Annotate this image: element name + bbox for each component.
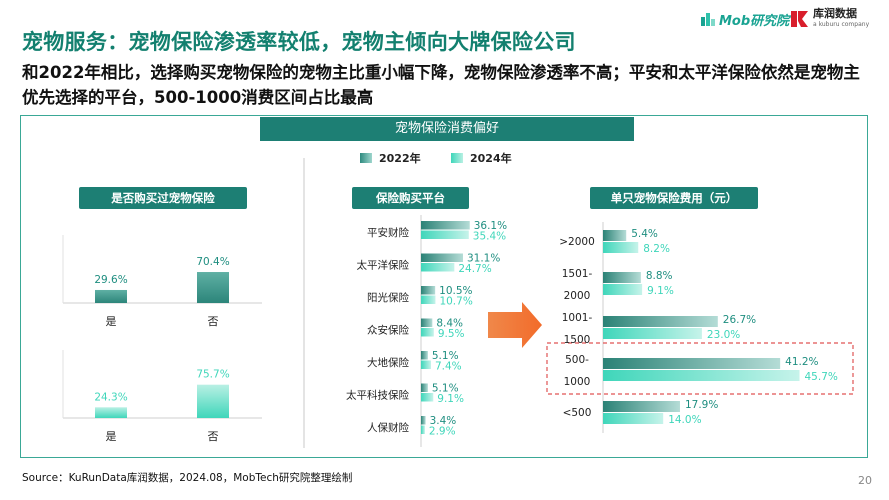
page-title: 宠物服务：宠物保险渗透率较低，宠物主倾向大牌保险公司 [22, 30, 576, 54]
kurun-logo-icon [791, 11, 808, 27]
section-header-purchased: 是否购买过宠物保险 [79, 187, 247, 209]
page-subtitle: 和2022年相比，选择购买宠物保险的宠物主比重小幅下降，宠物保险渗透率不高；平安… [22, 63, 860, 107]
kurun-logo-sub: a kuburu company [813, 21, 870, 28]
legend-label-2022: 2022年 [379, 152, 421, 165]
mob-logo: Mob研究院 [700, 6, 789, 32]
mob-logo-icon [701, 13, 715, 26]
kurun-logo-name: 库润数据 [813, 7, 857, 20]
section-header-platform: 保险购买平台 [352, 187, 469, 209]
kurun-logo: 库润数据 a kuburu company [790, 6, 869, 32]
content-panel [20, 115, 868, 458]
legend-swatch-2022 [360, 153, 372, 163]
separator-line [303, 158, 305, 448]
legend-label-2024: 2024年 [470, 152, 512, 165]
page-number: 20 [858, 474, 872, 487]
legend-item-2024: 2024年 [451, 150, 512, 166]
section-header-cost: 单只宠物保险费用（元） [590, 187, 758, 209]
legend-item-2022: 2022年 [360, 150, 421, 166]
main-header: 宠物保险消费偏好 [260, 117, 634, 141]
source-note: Source：KuRunData库润数据，2024.08，MobTech研究院整… [22, 472, 353, 484]
legend-swatch-2024 [451, 153, 463, 163]
mob-logo-text: Mob研究院 [719, 13, 790, 29]
